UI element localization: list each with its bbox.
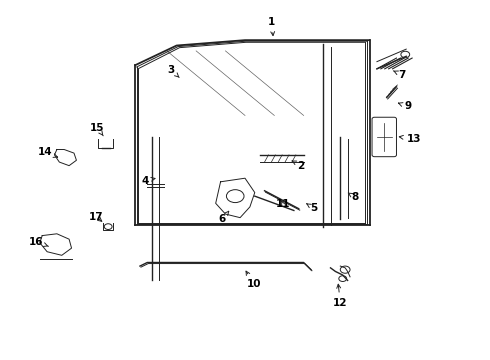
Text: 11: 11 <box>276 199 291 210</box>
Text: 8: 8 <box>348 192 359 202</box>
Text: 1: 1 <box>268 17 275 36</box>
Text: 7: 7 <box>393 70 406 80</box>
Text: 17: 17 <box>89 212 103 221</box>
Text: 13: 13 <box>399 134 421 144</box>
Text: 12: 12 <box>333 284 347 308</box>
Text: 16: 16 <box>28 237 49 247</box>
Text: 6: 6 <box>219 211 229 224</box>
Text: 2: 2 <box>292 161 305 171</box>
Text: 15: 15 <box>90 123 105 136</box>
Text: 9: 9 <box>398 102 411 112</box>
Text: 4: 4 <box>141 176 155 186</box>
Text: 14: 14 <box>37 147 58 157</box>
Text: 10: 10 <box>246 271 261 289</box>
Text: 5: 5 <box>307 203 317 213</box>
Text: 3: 3 <box>167 64 179 77</box>
